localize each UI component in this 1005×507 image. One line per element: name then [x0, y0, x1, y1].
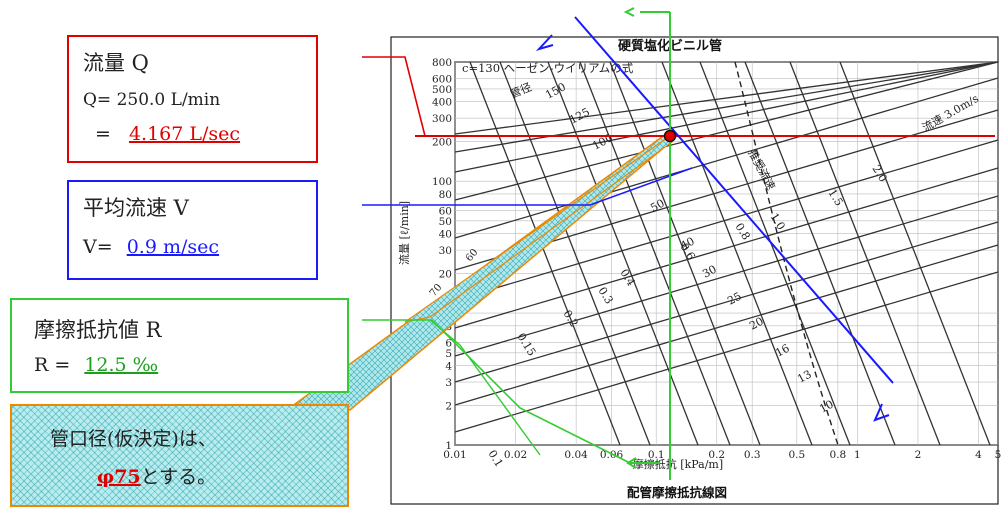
x-tick-label: 0.5: [788, 449, 805, 461]
friction-value: 12.5 ‰: [84, 354, 159, 376]
velocity-value: 0.9 m/sec: [126, 236, 220, 258]
friction-arrow-bottom-head: [626, 457, 637, 469]
velocity-line: [789, 61, 941, 446]
diameter-line: [454, 61, 999, 135]
y-tick-label: 200: [432, 136, 452, 148]
y-axis-label: 流量 [ℓ/min]: [397, 201, 411, 265]
diameter-label: 50: [648, 197, 666, 215]
y-tick-label: 100: [432, 176, 452, 188]
x-tick-label: 0.8: [830, 449, 847, 461]
velocity-line: [499, 61, 651, 446]
velocity-callout: 平均流速 V V= 0.9 m/sec: [67, 180, 318, 280]
y-tick-label: 40: [439, 229, 452, 241]
velocity-title: 平均流速 V: [83, 196, 189, 220]
velocity-line: [547, 61, 699, 446]
velocity-line: [661, 61, 813, 446]
y-tick-label: 400: [432, 97, 452, 109]
diameter-label: 40: [678, 235, 696, 253]
flow-converted-value: 4.167 L/sec: [128, 123, 241, 145]
diameter-label: 10: [817, 398, 835, 416]
x-tick-label: 0.01: [443, 449, 466, 461]
friction-prefix: R =: [34, 354, 71, 376]
diameter-callout: 管口径(仮決定)は、 φ75とする。: [10, 404, 349, 507]
chart-subtitle: c=130 ヘーゼン-ウイリアムの式: [462, 61, 634, 75]
y-tick-label: 600: [432, 73, 452, 85]
x-tick-label: 0.2: [708, 449, 725, 461]
y-tick-label: 6: [445, 337, 452, 349]
y-tick-label: 30: [439, 245, 452, 257]
diameter-line: [454, 77, 999, 239]
diameter-label: 13: [795, 368, 813, 386]
flow-equals: =: [95, 123, 111, 145]
y-tick-label: 2: [445, 400, 452, 412]
diameter-suffix: とする。: [140, 466, 217, 488]
diameter-line: [454, 244, 999, 406]
diameter-label: 16: [773, 342, 791, 360]
velocity-line: [469, 61, 621, 446]
diameter-label: 30: [700, 263, 718, 281]
x-tick-label: 4: [975, 449, 982, 461]
y-tick-label: 800: [432, 57, 452, 69]
velocity-line: [609, 61, 761, 446]
x-tick-label: 0.04: [564, 449, 588, 461]
y-tick-label: 80: [439, 189, 452, 201]
velocity-arrow-bottom: [873, 403, 890, 422]
y-tick-label: 300: [432, 113, 452, 125]
diameter-line: [454, 271, 999, 433]
x-tick-label: 0.3: [744, 449, 761, 461]
flow-title: 流量 Q: [83, 51, 149, 75]
velocity-line: [699, 61, 851, 446]
x-axis-label: 摩擦抵抗 [kPa/m]: [633, 457, 723, 471]
velocity-line: [744, 61, 896, 446]
velocity-arrow-top: [535, 34, 554, 51]
velocity-line: [839, 61, 991, 446]
operating-point-marker: [663, 129, 677, 143]
x-tick-label: 1: [854, 449, 861, 461]
x-tick-label: 0.06: [600, 449, 624, 461]
x-tick-label: 0.1: [648, 449, 665, 461]
friction-title: 摩擦抵抗値 R: [34, 318, 162, 342]
flow-formula: Q= 250.0 L/min: [83, 90, 221, 110]
velocity-line: [579, 61, 731, 446]
velocity-line: [574, 16, 894, 384]
diameter-line1: 管口径(仮決定)は、: [50, 428, 217, 450]
y-tick-label: 50: [439, 216, 452, 228]
x-tick-label: 5: [995, 449, 1002, 461]
diameter-line: [454, 221, 999, 383]
friction-leader-line: [362, 319, 631, 464]
friction-leader-line-2: [429, 319, 541, 456]
flow-rate-callout: 流量 Q Q= 250.0 L/min = 4.167 L/sec: [67, 35, 318, 163]
recommended-velocity-curve: [734, 61, 839, 446]
velocity-lines: [469, 61, 991, 446]
diameter-value: φ75: [97, 466, 141, 488]
y-tick-label: 5: [445, 348, 452, 360]
diameter-line: [454, 139, 999, 301]
diameter-line: [454, 167, 999, 329]
y-tick-label: 1: [445, 440, 452, 452]
velocity-prefix: V=: [83, 236, 113, 258]
y-tick-label: 500: [432, 84, 452, 96]
x-tick-label: 0.02: [504, 449, 527, 461]
y-tick-label: 60: [439, 205, 452, 217]
chart-caption: 配管摩擦抵抗線図: [627, 485, 727, 500]
x-tick-label: 2: [915, 449, 922, 461]
diameter-line: [454, 195, 999, 357]
y-tick-label: 4: [445, 361, 452, 373]
diameter-line: [454, 61, 999, 173]
y-tick-label: 20: [439, 268, 452, 280]
y-tick-label: 3: [445, 377, 452, 389]
velocity-leader-line: [362, 167, 693, 206]
diameter-label: 20: [747, 315, 765, 333]
diameter-label: 25: [725, 290, 743, 308]
friction-callout: 摩擦抵抗値 R R = 12.5 ‰: [10, 298, 349, 393]
friction-arrow-top-head: [623, 7, 635, 17]
